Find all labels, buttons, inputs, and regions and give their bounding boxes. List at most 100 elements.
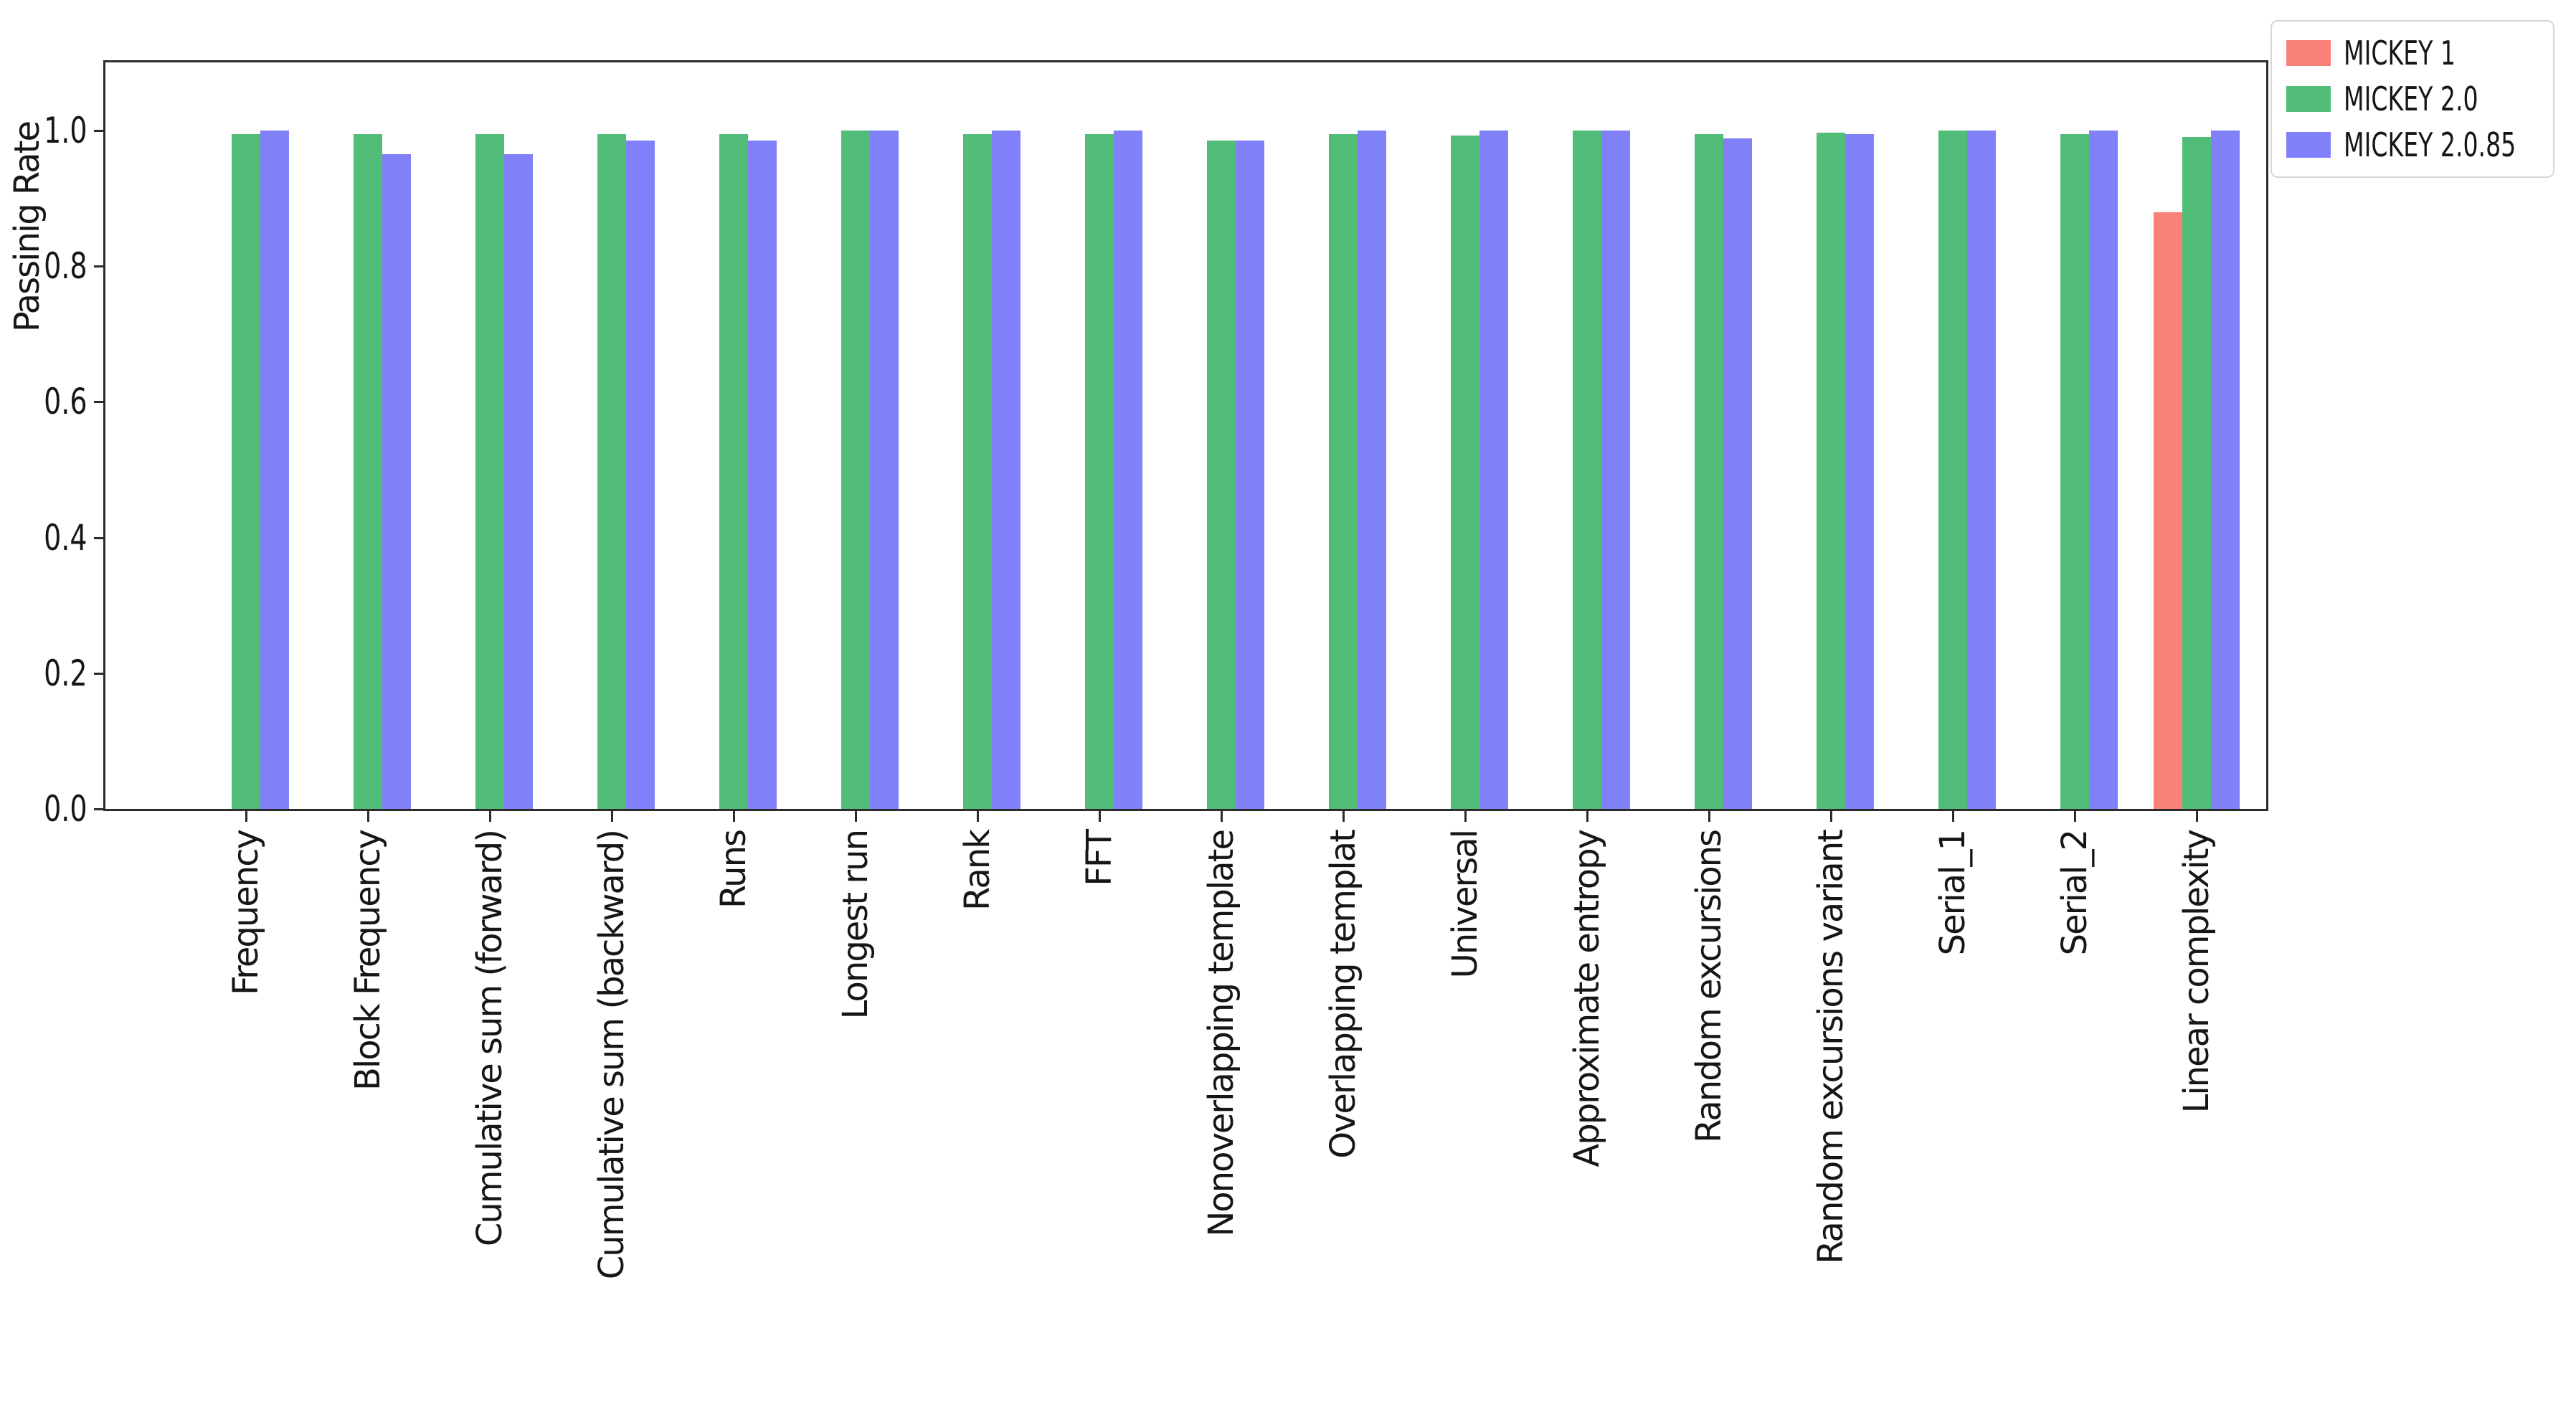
x-tick-mark (245, 811, 247, 822)
x-category-label-text: Universal (1445, 830, 1485, 979)
x-tick-mark (1586, 811, 1588, 822)
legend-label: MICKEY 1 (2344, 34, 2456, 72)
x-category-label-text: Nonoverlapping template (1201, 830, 1241, 1237)
bar-mickey-1 (2154, 212, 2182, 809)
x-category-label-text: Approximate entropy (1567, 830, 1607, 1167)
bar-mickey-2-0-85 (1967, 131, 1996, 809)
y-tick-mark (94, 673, 105, 675)
bar-mickey-2-0 (1573, 131, 1601, 809)
bar-mickey-2-0 (719, 134, 748, 809)
x-category-label-text: Frequency (226, 830, 266, 995)
legend-row: MICKEY 2.0 (2286, 80, 2539, 118)
y-tick-mark (94, 808, 105, 810)
x-category-label-text: Longest run (835, 830, 876, 1020)
bar-mickey-2-0-85 (1479, 131, 1508, 809)
legend-row: MICKEY 1 (2286, 34, 2539, 72)
legend-label: MICKEY 2.0.85 (2344, 125, 2516, 164)
bar-mickey-2-0-85 (870, 131, 899, 809)
bar-mickey-2-0 (475, 134, 504, 809)
legend-label: MICKEY 2.0 (2344, 80, 2478, 118)
x-category-label: Universal (1442, 830, 1488, 978)
x-category-label-text: Cumulative sum (backward) (592, 830, 632, 1280)
bar-mickey-2-0 (1938, 131, 1967, 809)
bar-mickey-2-0 (2182, 137, 2211, 809)
bar-mickey-2-0-85 (1845, 134, 1874, 809)
y-tick-label-text: 0.0 (44, 788, 87, 830)
x-category-label: FFT (1076, 830, 1122, 886)
x-category-label: Longest run (833, 830, 879, 1019)
x-category-label-text: Serial_1 (1933, 830, 1973, 956)
bar-mickey-2-0-85 (260, 131, 289, 809)
bar-mickey-2-0-85 (2089, 131, 2118, 809)
x-tick-mark (2196, 811, 2198, 822)
bar-mickey-2-0 (354, 134, 382, 809)
bar-mickey-2-0 (963, 134, 992, 809)
x-tick-mark (977, 811, 979, 822)
bar-mickey-2-0-85 (504, 154, 533, 809)
legend-swatch-icon (2286, 86, 2331, 112)
x-category-label: Frequency (223, 830, 269, 995)
y-axis-title: Passinig Rate (7, 122, 47, 335)
x-category-label-text: Rank (957, 830, 998, 911)
x-category-label: Linear complexity (2174, 830, 2220, 1113)
legend-row: MICKEY 2.0.85 (2286, 125, 2539, 164)
x-category-label: Cumulative sum (backward) (589, 830, 635, 1279)
x-category-label: Approximate entropy (1564, 830, 1610, 1167)
y-tick-mark (94, 130, 105, 132)
y-tick-label: 0.6 (0, 384, 87, 420)
legend-swatch-icon (2286, 40, 2331, 66)
x-category-label-text: Runs (714, 830, 754, 909)
y-tick-label-text: 0.6 (44, 381, 87, 422)
bar-mickey-2-0 (1817, 133, 1845, 809)
x-tick-mark (1343, 811, 1345, 822)
x-tick-mark (1952, 811, 1954, 822)
x-tick-mark (855, 811, 857, 822)
bar-mickey-2-0-85 (1601, 131, 1630, 809)
legend: MICKEY 1 MICKEY 2.0 MICKEY 2.0.85 (2270, 20, 2554, 178)
x-category-label-text: Linear complexity (2177, 830, 2217, 1114)
x-category-label: Serial_2 (2052, 830, 2098, 955)
x-category-label: Block Frequency (345, 830, 391, 1091)
y-tick-mark (94, 265, 105, 267)
x-tick-mark (1830, 811, 1832, 822)
bar-mickey-2-0-85 (1236, 141, 1264, 809)
x-category-label: Random excursions (1686, 830, 1732, 1143)
x-tick-mark (733, 811, 735, 822)
x-tick-mark (1708, 811, 1710, 822)
legend-swatch-icon (2286, 132, 2331, 158)
x-category-label-text: Overlapping templat (1323, 830, 1363, 1159)
y-tick-label: 0.2 (0, 655, 87, 691)
y-tick-label: 1.0 (0, 113, 87, 148)
bar-mickey-2-0-85 (992, 131, 1021, 809)
bar-mickey-2-0-85 (748, 141, 777, 809)
x-tick-mark (367, 811, 369, 822)
bar-mickey-2-0 (1451, 136, 1479, 809)
x-category-label: Rank (955, 830, 1000, 911)
x-tick-mark (1464, 811, 1467, 822)
y-tick-label-text: 1.0 (44, 110, 87, 151)
bar-mickey-2-0 (1695, 134, 1723, 809)
y-tick-label: 0.0 (0, 791, 87, 827)
bar-mickey-2-0 (1207, 141, 1236, 809)
x-category-label-text: Block Frequency (348, 830, 388, 1091)
x-category-label-text: FFT (1079, 830, 1119, 886)
y-tick-mark (94, 537, 105, 539)
bar-mickey-2-0 (597, 134, 626, 809)
x-category-label: Overlapping templat (1320, 830, 1366, 1159)
bar-mickey-2-0 (841, 131, 870, 809)
x-category-label-text: Random excursions variant (1811, 830, 1851, 1264)
x-tick-mark (611, 811, 613, 822)
bar-mickey-2-0-85 (1114, 131, 1142, 809)
x-category-label: Random excursions variant (1808, 830, 1854, 1264)
x-category-label: Nonoverlapping template (1198, 830, 1244, 1237)
bar-mickey-2-0-85 (1358, 131, 1386, 809)
bar-mickey-2-0-85 (1723, 138, 1752, 809)
bar-mickey-2-0 (1329, 134, 1358, 809)
bar-mickey-2-0-85 (626, 141, 655, 809)
x-category-label: Runs (711, 830, 757, 909)
y-tick-label: 0.4 (0, 520, 87, 556)
x-tick-mark (489, 811, 491, 822)
bar-mickey-2-0 (2060, 134, 2089, 809)
x-tick-mark (2074, 811, 2076, 822)
